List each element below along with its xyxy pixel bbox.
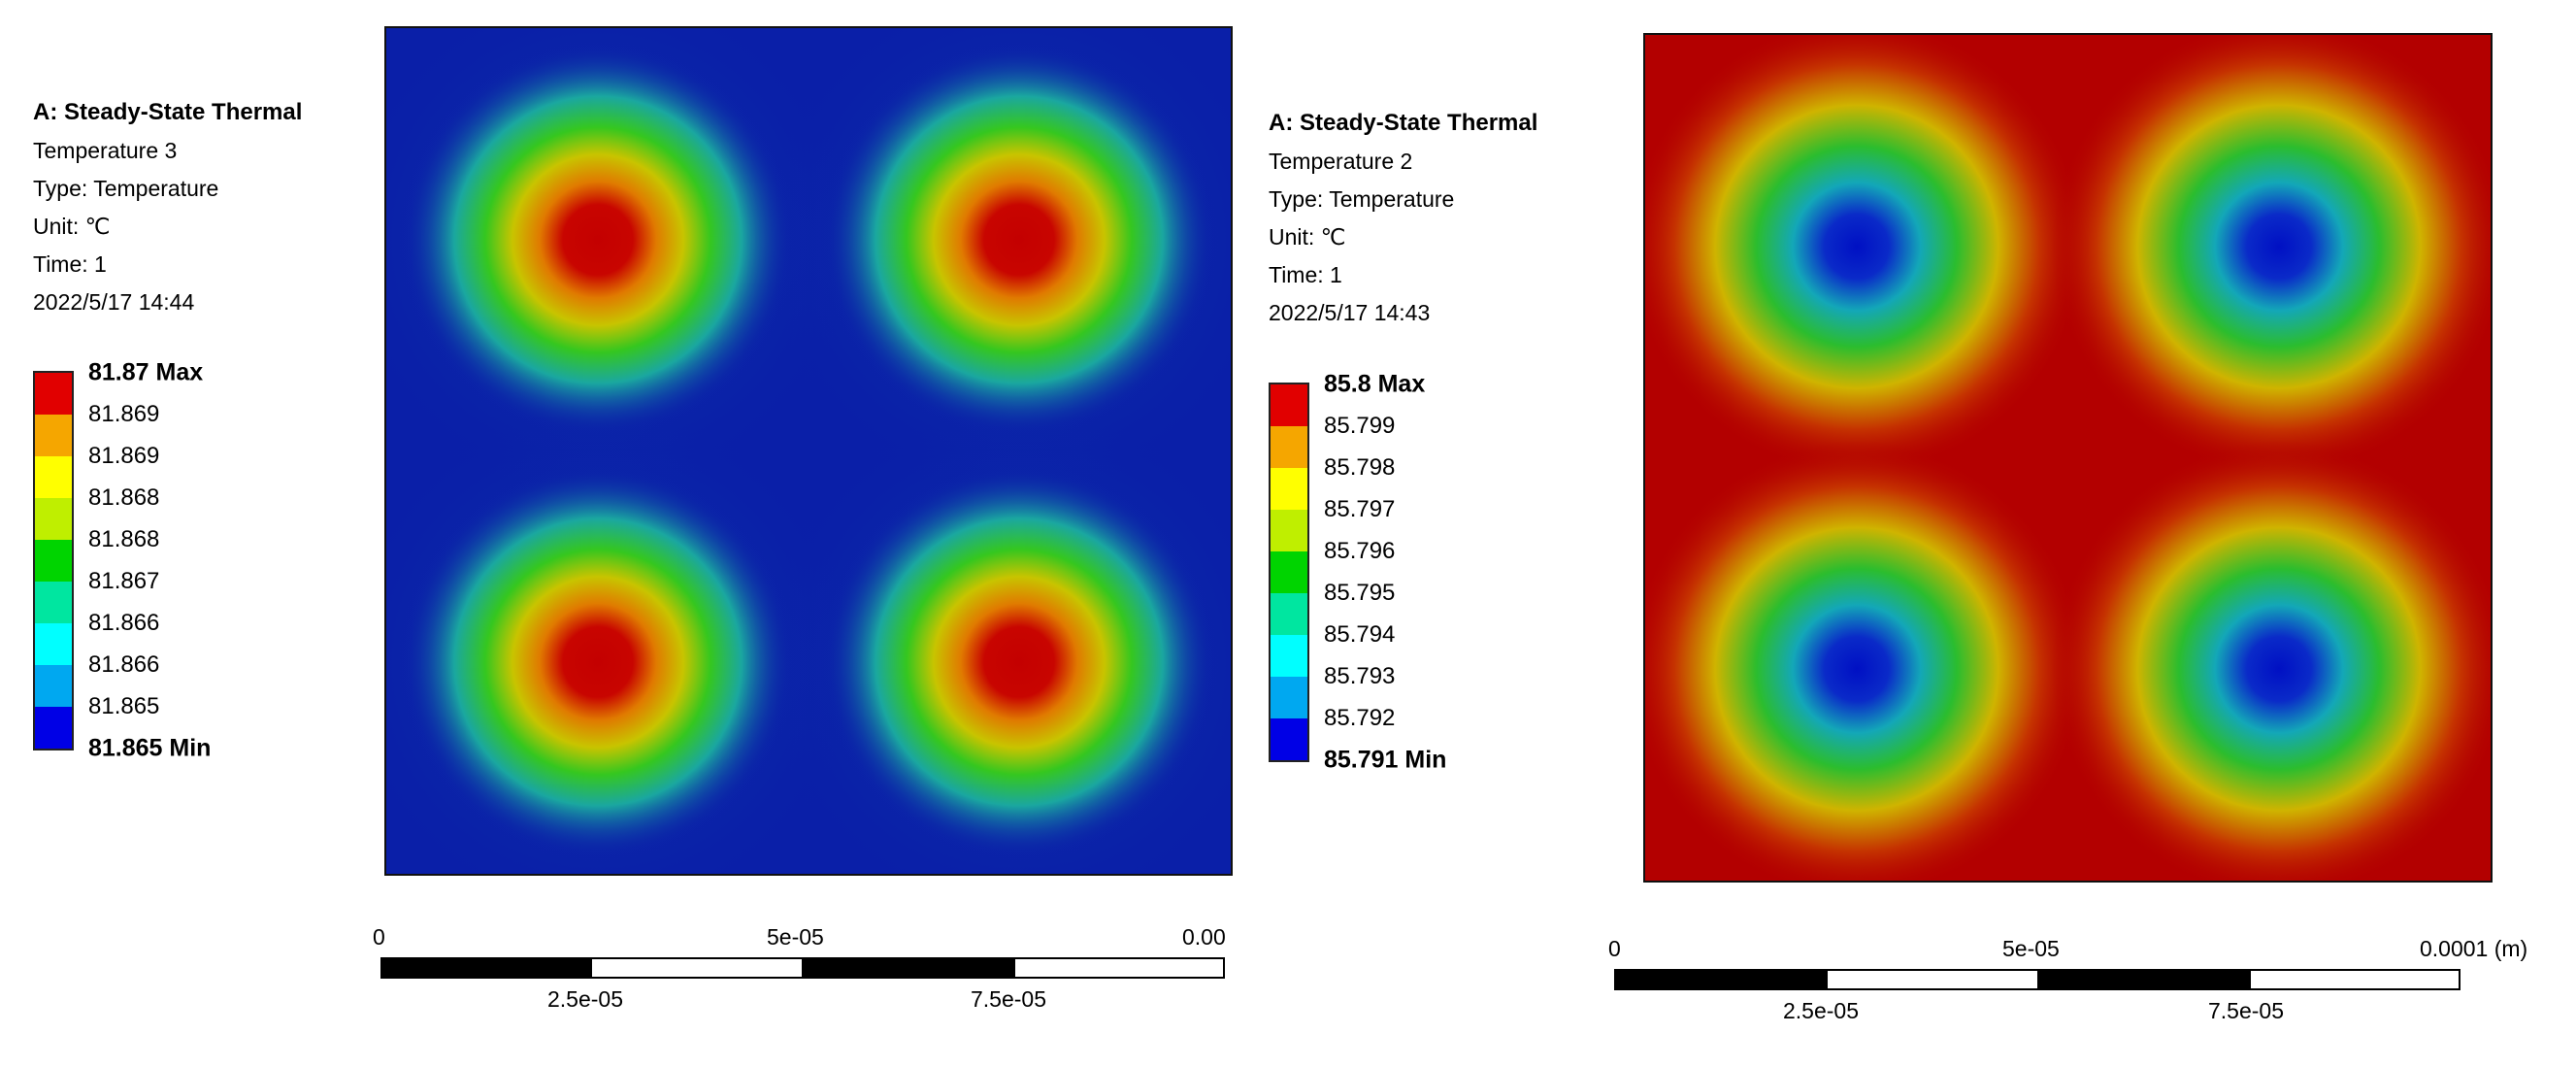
right-legend-level: 85.792	[1324, 705, 1396, 731]
legend-band	[1271, 510, 1307, 551]
left-scale-label: 5e-05	[767, 924, 824, 950]
left-legend-level: 81.868	[88, 484, 160, 511]
right-legend-level: 85.799	[1324, 413, 1396, 439]
left-scale-label: 7.5e-05	[971, 986, 1047, 1012]
hot-spot	[825, 468, 1213, 856]
scale-segment	[1826, 969, 2039, 990]
left-legend-max: 81.87 Max	[88, 358, 204, 386]
right-legend-level: 85.796	[1324, 538, 1396, 564]
cold-spot	[1645, 441, 2085, 881]
left-legend-bar	[33, 371, 74, 750]
right-legend-level: 85.793	[1324, 663, 1396, 689]
left-result-type: Type: Temperature	[33, 176, 219, 201]
legend-band	[1271, 718, 1307, 760]
right-legend-bar	[1269, 383, 1309, 762]
left-legend-level: 81.866	[88, 651, 160, 678]
right-scale-label: 0.0001 (m)	[2420, 936, 2528, 961]
cold-spot	[2051, 441, 2491, 881]
right-scale-label: 7.5e-05	[2208, 998, 2285, 1023]
legend-band	[1271, 468, 1307, 510]
hot-spot	[404, 46, 792, 434]
left-scale-label: 2.5e-05	[547, 986, 624, 1012]
right-legend-level: 85.797	[1324, 496, 1396, 522]
left-result-time: Time: 1	[33, 251, 107, 277]
left-legend-level: 81.865	[88, 693, 160, 719]
right-legend-max: 85.8 Max	[1324, 370, 1426, 398]
legend-band	[35, 415, 72, 456]
right-contour-svg	[1645, 35, 2491, 881]
scale-segment	[2037, 969, 2251, 990]
left-scale-label: 0	[373, 924, 385, 950]
legend-band	[35, 707, 72, 749]
scale-segment	[1013, 957, 1225, 979]
right-legend-level: 85.794	[1324, 621, 1396, 648]
left-scale-label: 0.000	[1182, 924, 1225, 950]
legend-band	[1271, 551, 1307, 593]
right-result-name: Temperature 2	[1269, 149, 1413, 174]
right-result-date: 2022/5/17 14:43	[1269, 300, 1431, 325]
right-info-block: A: Steady-State Thermal Temperature 2 Ty…	[1269, 104, 1537, 332]
legend-band	[1271, 426, 1307, 468]
legend-band	[35, 582, 72, 623]
left-result-name: Temperature 3	[33, 138, 178, 163]
right-temperature-contour-plot[interactable]	[1643, 33, 2493, 883]
left-contour-svg	[386, 28, 1231, 874]
left-legend-level: 81.867	[88, 568, 160, 594]
right-legend-min: 85.791 Min	[1324, 746, 1447, 774]
right-scale-label: 0	[1608, 936, 1621, 961]
legend-band	[35, 540, 72, 582]
left-legend-level: 81.868	[88, 526, 160, 552]
scale-segment	[1614, 969, 1828, 990]
left-legend-level: 81.869	[88, 401, 160, 427]
scale-segment	[2249, 969, 2460, 990]
legend-band	[35, 456, 72, 498]
left-result-date: 2022/5/17 14:44	[33, 289, 195, 315]
legend-band	[1271, 677, 1307, 718]
right-analysis-title: A: Steady-State Thermal	[1269, 110, 1538, 136]
left-temperature-contour-plot[interactable]	[384, 26, 1233, 876]
right-result-time: Time: 1	[1269, 262, 1342, 287]
hot-spot	[825, 46, 1213, 434]
legend-band	[35, 498, 72, 540]
right-scale-label: 5e-05	[2002, 936, 2060, 961]
legend-band	[35, 373, 72, 415]
right-legend-level: 85.795	[1324, 580, 1396, 606]
legend-band	[1271, 384, 1307, 426]
left-info-block: A: Steady-State Thermal Temperature 3 Ty…	[33, 93, 302, 321]
left-legend-level: 81.866	[88, 610, 160, 636]
legend-band	[1271, 635, 1307, 677]
left-legend-level: 81.869	[88, 443, 160, 469]
right-result-type: Type: Temperature	[1269, 186, 1455, 212]
right-legend-level: 85.798	[1324, 454, 1396, 481]
left-result-unit: Unit: ℃	[33, 214, 111, 239]
right-result-unit: Unit: ℃	[1269, 224, 1346, 250]
hot-spot	[404, 468, 792, 856]
cold-spot	[1645, 35, 2085, 475]
legend-band	[1271, 593, 1307, 635]
legend-band	[35, 623, 72, 665]
left-legend-min: 81.865 Min	[88, 734, 212, 762]
left-analysis-title: A: Steady-State Thermal	[33, 99, 303, 125]
cold-spot	[2051, 35, 2491, 475]
right-scale-label: 2.5e-05	[1783, 998, 1860, 1023]
legend-band	[35, 665, 72, 707]
